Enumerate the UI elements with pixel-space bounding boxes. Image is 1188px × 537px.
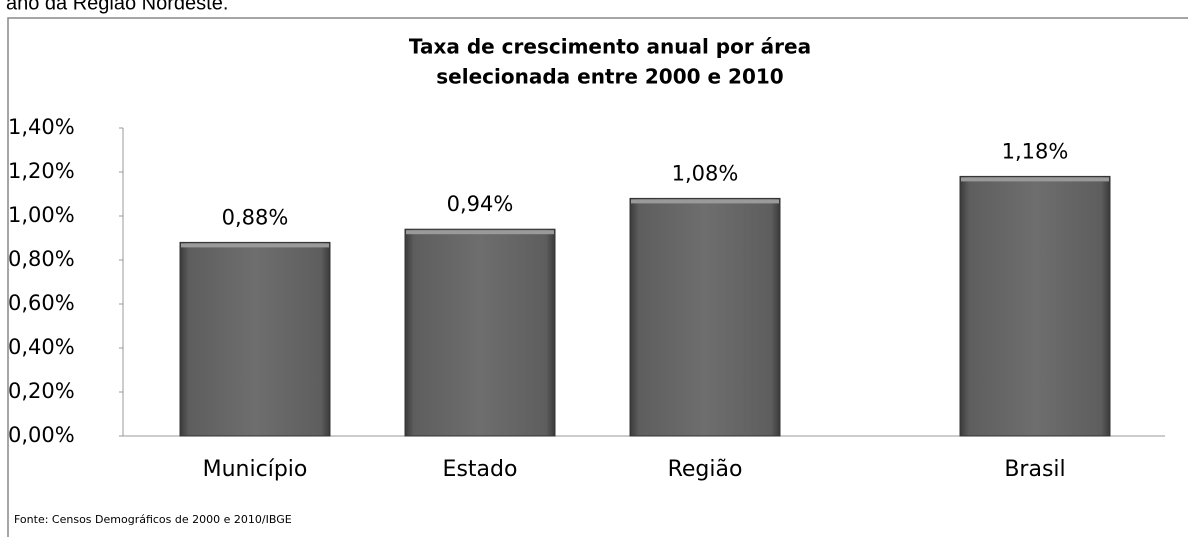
y-tick-label: 0,60% bbox=[8, 291, 75, 315]
chart-title: selecionada entre 2000 e 2010 bbox=[436, 65, 783, 89]
x-tick-label: Brasil bbox=[1004, 457, 1065, 482]
bar-bevel bbox=[631, 199, 779, 204]
chart-frame bbox=[7, 17, 1188, 537]
x-tick-label: Município bbox=[203, 457, 308, 482]
y-tick-label: 0,80% bbox=[8, 247, 75, 271]
y-tick-label: 0,00% bbox=[8, 423, 75, 447]
bar bbox=[179, 241, 331, 437]
header-text: ano da Região Nordeste. bbox=[6, 0, 228, 14]
y-tick-label: 1,40% bbox=[8, 115, 75, 139]
y-tick-label: 1,00% bbox=[8, 203, 75, 227]
bar bbox=[959, 175, 1111, 437]
data-label: 1,08% bbox=[672, 161, 739, 185]
bar bbox=[629, 197, 781, 437]
bar-bevel bbox=[181, 243, 329, 248]
source-note: Fonte: Censos Demográficos de 2000 e 201… bbox=[14, 513, 292, 526]
y-tick-label: 0,40% bbox=[8, 335, 75, 359]
y-tick-label: 1,20% bbox=[8, 159, 75, 183]
data-label: 0,88% bbox=[222, 205, 289, 229]
bar bbox=[404, 228, 556, 437]
y-tick-label: 0,20% bbox=[8, 379, 75, 403]
x-tick-label: Estado bbox=[443, 457, 518, 482]
bar-bevel bbox=[406, 230, 554, 235]
x-tick-label: Região bbox=[668, 457, 743, 482]
bar-bevel bbox=[961, 177, 1109, 182]
data-label: 1,18% bbox=[1002, 139, 1069, 163]
chart-title: Taxa de crescimento anual por área bbox=[409, 35, 811, 59]
data-label: 0,94% bbox=[447, 192, 514, 216]
